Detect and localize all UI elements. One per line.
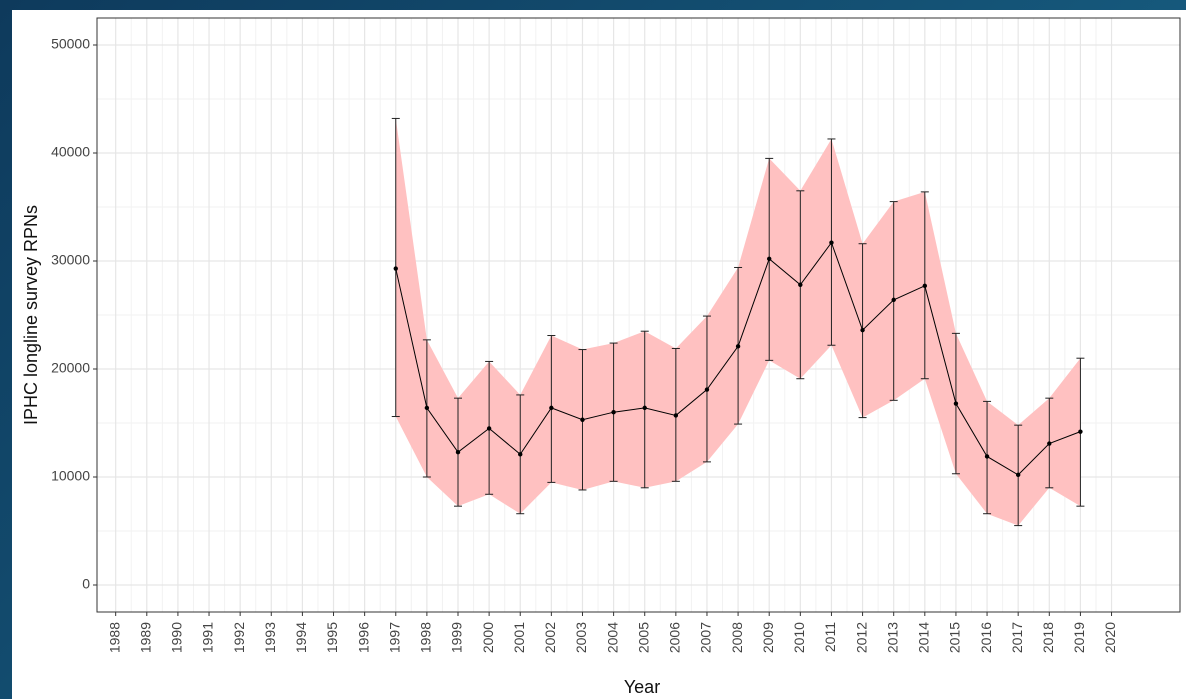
x-axis-title: Year — [624, 677, 660, 697]
x-tick-label: 2000 — [480, 622, 496, 653]
x-tick-label: 2008 — [729, 622, 745, 653]
y-axis-title: IPHC longline survey RPNs — [21, 205, 41, 425]
x-tick-label: 2017 — [1009, 622, 1025, 653]
x-tick-label: 2009 — [760, 622, 776, 653]
point — [642, 405, 647, 411]
x-tick-label: 1994 — [293, 622, 309, 653]
x-tick-label: 1998 — [418, 622, 434, 653]
x-tick-label: 1996 — [355, 622, 371, 653]
x-tick-label: 2010 — [791, 622, 807, 653]
x-tick-label: 2018 — [1040, 622, 1056, 653]
x-tick-label: 2007 — [698, 622, 714, 653]
point — [767, 256, 772, 262]
point — [1015, 472, 1021, 478]
x-tick-label: 1999 — [449, 622, 465, 653]
point — [518, 452, 523, 457]
panel-border — [96, 17, 1181, 613]
x-tick-label: 1992 — [231, 622, 247, 653]
point — [486, 426, 492, 431]
point — [922, 283, 928, 289]
x-tick-label: 2013 — [884, 622, 900, 653]
x-tick-label: 2001 — [511, 622, 527, 653]
point — [891, 297, 896, 303]
x-tick-label: 2020 — [1102, 622, 1118, 653]
x-tick-label: 1988 — [106, 622, 122, 653]
x-tick-label: 1995 — [324, 622, 340, 653]
x-tick-label: 2006 — [667, 622, 683, 653]
point — [611, 410, 616, 415]
point — [455, 449, 461, 455]
point — [393, 266, 398, 271]
x-tick-label: 2014 — [916, 622, 932, 653]
x-tick-label: 2005 — [635, 622, 651, 653]
x-tick-label: 1997 — [386, 622, 402, 653]
y-tick-label: 20000 — [51, 360, 90, 376]
point — [673, 413, 679, 418]
x-tick-label: 1990 — [169, 622, 185, 653]
x-tick-label: 2002 — [542, 622, 558, 653]
y-tick-label: 10000 — [51, 468, 90, 484]
y-tick-label: 30000 — [51, 252, 90, 268]
y-tick-label: 0 — [82, 576, 90, 592]
point — [953, 401, 959, 406]
point — [580, 417, 585, 422]
y-tick-label: 50000 — [51, 36, 90, 52]
point — [829, 240, 834, 245]
point — [984, 454, 990, 459]
x-tick-label: 2003 — [573, 622, 589, 653]
x-tick-label: 2016 — [978, 622, 994, 653]
point — [860, 327, 865, 333]
point — [424, 405, 430, 411]
x-tick-label: 1991 — [200, 622, 216, 653]
point — [549, 405, 554, 411]
point — [735, 344, 741, 349]
point — [798, 282, 803, 287]
x-tick-label: 1993 — [262, 622, 278, 653]
x-tick-label: 2015 — [947, 622, 963, 653]
x-tick-label: 2011 — [822, 622, 838, 652]
y-tick-label: 40000 — [51, 144, 90, 160]
point — [1078, 429, 1083, 434]
x-tick-label: 1989 — [137, 622, 153, 653]
x-tick-label: 2012 — [853, 622, 869, 653]
point — [704, 387, 710, 392]
x-tick-label: 2004 — [604, 622, 620, 653]
x-tick-label: 2019 — [1071, 622, 1087, 653]
point — [1047, 441, 1052, 446]
